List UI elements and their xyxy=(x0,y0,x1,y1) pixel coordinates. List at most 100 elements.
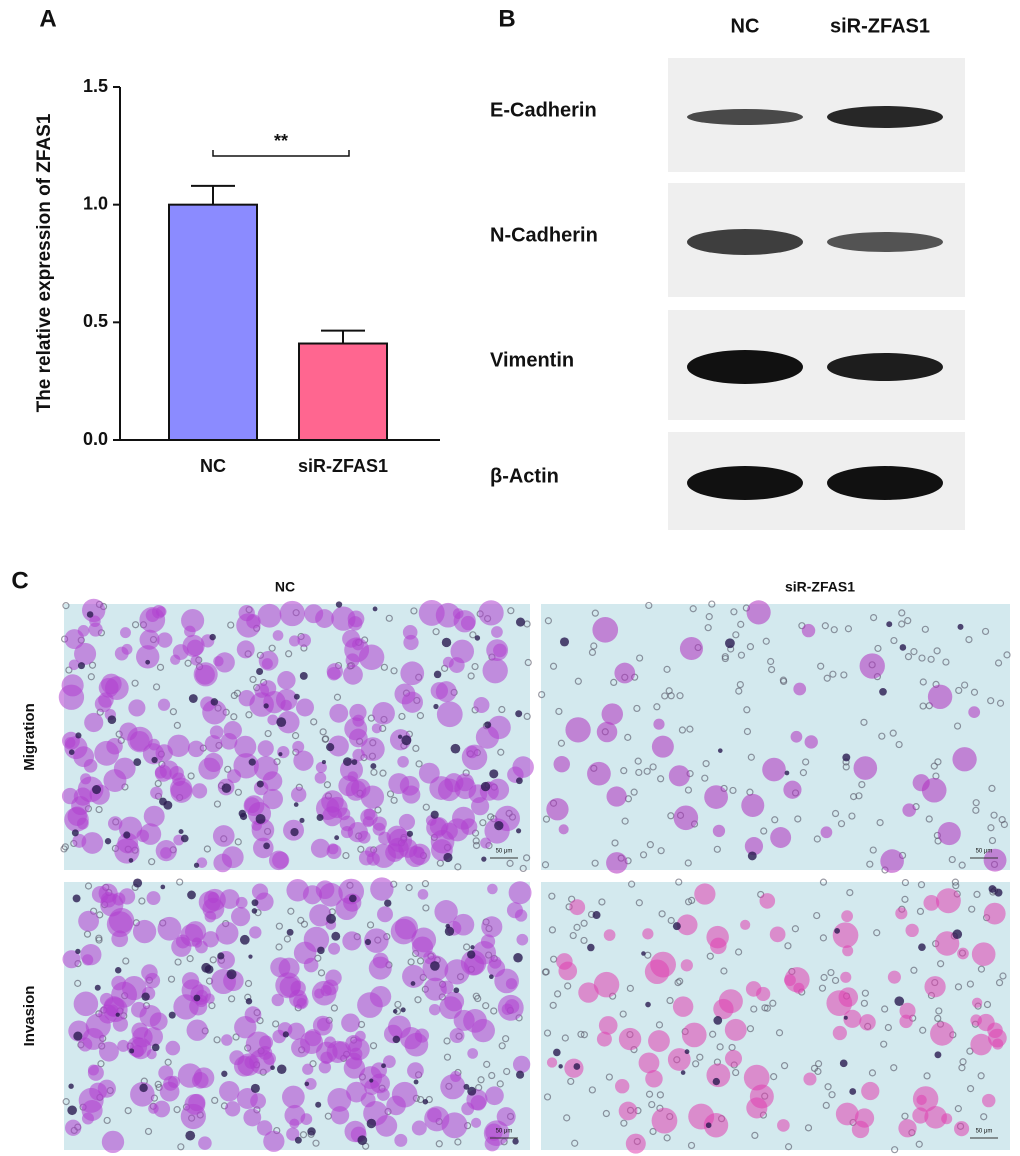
pore xyxy=(148,858,156,866)
scale-label: 50 μm xyxy=(976,849,993,855)
pore xyxy=(729,786,737,795)
pore xyxy=(987,697,995,705)
cell xyxy=(149,1012,168,1031)
cell xyxy=(783,780,802,799)
pore xyxy=(524,658,532,667)
cell xyxy=(251,883,269,900)
cell xyxy=(244,797,261,814)
cell xyxy=(924,1105,947,1129)
pore xyxy=(676,977,684,985)
dark-cell xyxy=(187,890,196,900)
cell xyxy=(288,635,301,647)
pore xyxy=(490,1007,498,1015)
blot-band xyxy=(687,350,803,384)
cell xyxy=(146,891,161,906)
cell xyxy=(136,645,160,669)
dark-cell xyxy=(430,810,439,819)
cell xyxy=(181,608,205,633)
cell xyxy=(82,598,106,623)
row-label: Migration xyxy=(21,703,38,771)
cell xyxy=(952,747,977,772)
cell xyxy=(370,877,394,901)
cell xyxy=(258,1045,273,1060)
blot-band xyxy=(687,229,803,255)
pore xyxy=(663,1134,671,1142)
cell xyxy=(983,902,1006,925)
cell xyxy=(887,970,901,984)
cell xyxy=(982,1093,996,1108)
cell xyxy=(569,899,586,916)
cell xyxy=(485,1086,504,1106)
dark-cell xyxy=(248,758,256,766)
dark-cell xyxy=(488,974,494,980)
dark-cell xyxy=(886,621,893,628)
dark-cell xyxy=(221,1070,228,1077)
cell xyxy=(516,933,529,946)
pore xyxy=(580,919,588,927)
pore xyxy=(884,1023,892,1032)
cell xyxy=(400,661,425,686)
pore xyxy=(62,1098,70,1106)
dark-cell xyxy=(129,1048,135,1054)
pore xyxy=(980,1113,988,1121)
cell xyxy=(61,787,79,805)
pore xyxy=(747,753,755,761)
cell xyxy=(843,1009,862,1028)
pore xyxy=(784,1143,793,1151)
pore xyxy=(611,839,619,847)
cell xyxy=(132,1027,153,1048)
pore xyxy=(227,621,235,629)
pore xyxy=(138,897,146,905)
pore xyxy=(588,648,597,657)
pore xyxy=(645,601,653,610)
blot-band xyxy=(827,353,943,381)
pore xyxy=(634,757,642,765)
cell xyxy=(676,914,698,936)
cell xyxy=(221,1034,233,1046)
y-tick-label: 0.5 xyxy=(83,311,108,331)
micrograph-bg xyxy=(541,604,1010,870)
pore xyxy=(819,878,828,886)
cell xyxy=(215,921,239,945)
dark-cell xyxy=(133,878,143,888)
cell xyxy=(372,822,386,836)
pore xyxy=(819,934,828,942)
dark-cell xyxy=(364,938,372,946)
pore xyxy=(901,1112,909,1120)
pore xyxy=(657,775,665,783)
cell xyxy=(546,798,569,821)
dark-cell xyxy=(725,638,735,649)
cell xyxy=(184,1093,206,1115)
pore xyxy=(667,916,675,925)
cell xyxy=(992,1038,1004,1050)
cell xyxy=(175,934,190,949)
pore xyxy=(415,760,423,768)
dark-cell xyxy=(75,948,81,955)
dark-cell xyxy=(270,1065,275,1070)
pore xyxy=(823,674,831,682)
cell xyxy=(679,636,704,661)
pore xyxy=(184,659,192,667)
pore xyxy=(471,662,479,671)
pore xyxy=(970,688,979,696)
cell xyxy=(157,916,182,941)
pore xyxy=(561,1034,569,1042)
pore xyxy=(901,895,909,903)
pore xyxy=(62,602,70,610)
cell xyxy=(746,600,771,625)
pore xyxy=(635,768,643,777)
annotation: ** xyxy=(274,131,288,151)
pore xyxy=(649,763,657,771)
pore xyxy=(103,1116,111,1125)
cell xyxy=(73,991,99,1017)
cell xyxy=(452,608,464,619)
cell xyxy=(651,1107,678,1134)
cell xyxy=(327,1087,352,1112)
pore xyxy=(933,647,941,655)
pore xyxy=(827,968,835,977)
row-label: Vimentin xyxy=(490,349,574,371)
cell xyxy=(741,793,765,817)
dark-cell xyxy=(276,717,287,728)
dark-cell xyxy=(918,943,926,952)
transwell-images: NC siR-ZFAS1 Migration Invasion 50 μm 50 μm 50… xyxy=(21,579,1011,1154)
